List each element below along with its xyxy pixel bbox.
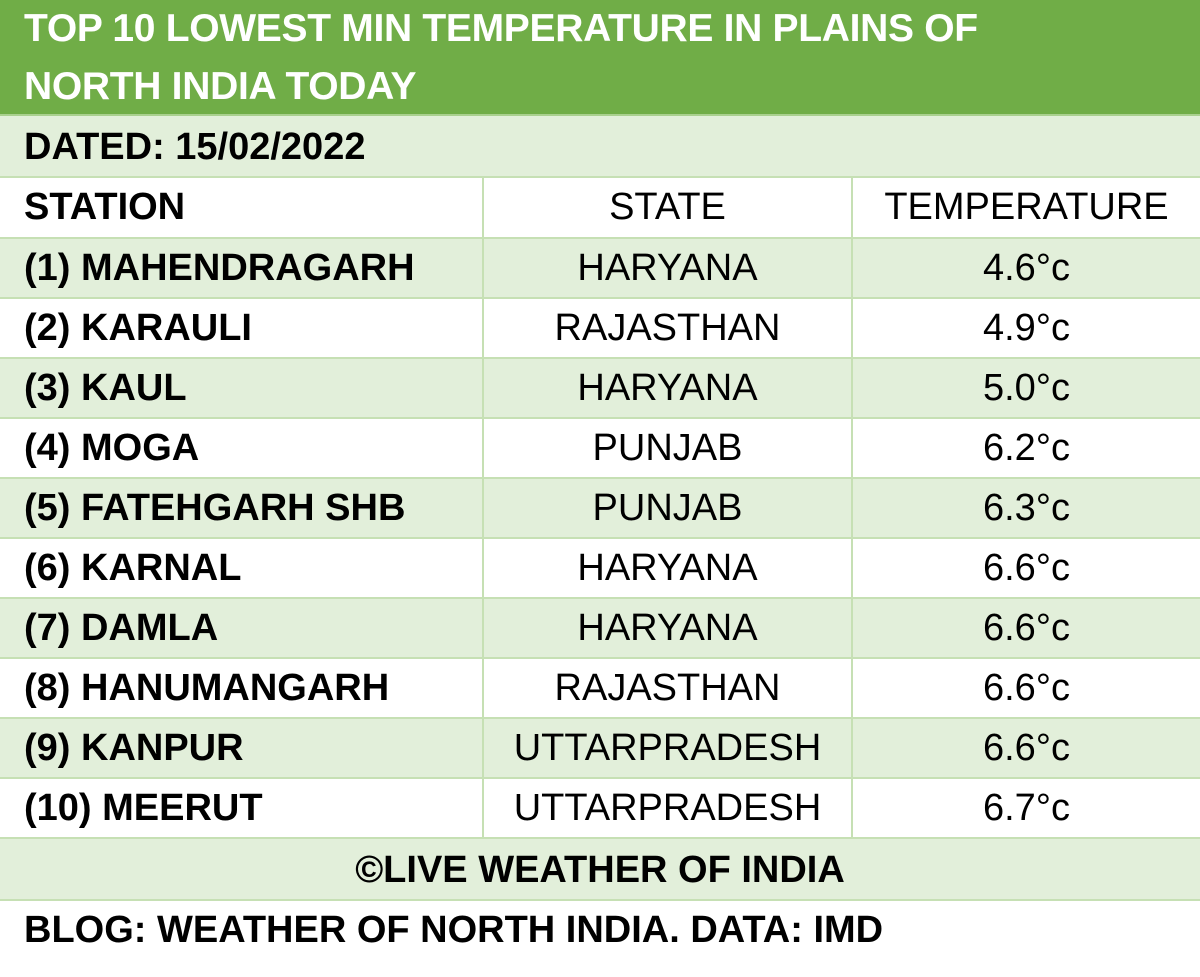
table-row: (4) MOGA PUNJAB 6.2°c	[0, 418, 1200, 479]
title-line-1: TOP 10 LOWEST MIN TEMPERATURE IN PLAINS …	[24, 7, 978, 50]
table-header-row: STATION STATE TEMPERATURE	[0, 178, 1200, 239]
state-cell: HARYANA	[483, 238, 853, 299]
station-cell: (10) MEERUT	[0, 778, 484, 839]
temperature-cell: 4.9°c	[852, 298, 1200, 359]
temperature-cell: 6.6°c	[852, 598, 1200, 659]
station-cell: (5) FATEHGARH SHB	[0, 478, 484, 539]
state-cell: RAJASTHAN	[483, 298, 853, 359]
temperature-cell: 5.0°c	[852, 358, 1200, 419]
table-row: (3) KAUL HARYANA 5.0°c	[0, 358, 1200, 419]
title-line-2: NORTH INDIA TODAY	[24, 65, 417, 108]
table-row: (6) KARNAL HARYANA 6.6°c	[0, 538, 1200, 599]
station-cell: (8) HANUMANGARH	[0, 658, 484, 719]
temperature-cell: 4.6°c	[852, 238, 1200, 299]
table-row: (8) HANUMANGARH RAJASTHAN 6.6°c	[0, 658, 1200, 719]
temperature-cell: 6.3°c	[852, 478, 1200, 539]
station-cell: (9) KANPUR	[0, 718, 484, 779]
credit-line: ©LIVE WEATHER OF INDIA	[0, 839, 1200, 901]
state-cell: HARYANA	[483, 358, 853, 419]
state-cell: RAJASTHAN	[483, 658, 853, 719]
state-cell: UTTARPRADESH	[483, 718, 853, 779]
state-cell: HARYANA	[483, 538, 853, 599]
table-row: (5) FATEHGARH SHB PUNJAB 6.3°c	[0, 478, 1200, 539]
sheet-title: TOP 10 LOWEST MIN TEMPERATURE IN PLAINS …	[0, 0, 1200, 116]
dated-label: DATED: 15/02/2022	[0, 116, 1200, 178]
table-row: (10) MEERUT UTTARPRADESH 6.7°c	[0, 778, 1200, 839]
temperature-cell: 6.6°c	[852, 658, 1200, 719]
table-row: (7) DAMLA HARYANA 6.6°c	[0, 598, 1200, 659]
station-cell: (1) MAHENDRAGARH	[0, 238, 484, 299]
header-state: STATE	[483, 178, 853, 239]
header-station: STATION	[0, 178, 484, 239]
state-cell: PUNJAB	[483, 478, 853, 539]
temperature-table: STATION STATE TEMPERATURE (1) MAHENDRAGA…	[0, 178, 1200, 839]
state-cell: UTTARPRADESH	[483, 778, 853, 839]
table-row: (9) KANPUR UTTARPRADESH 6.6°c	[0, 718, 1200, 779]
temperature-cell: 6.6°c	[852, 538, 1200, 599]
station-cell: (6) KARNAL	[0, 538, 484, 599]
state-cell: PUNJAB	[483, 418, 853, 479]
blog-source-line: BLOG: WEATHER OF NORTH INDIA. DATA: IMD	[0, 901, 1200, 959]
table-row: (2) KARAULI RAJASTHAN 4.9°c	[0, 298, 1200, 359]
station-cell: (2) KARAULI	[0, 298, 484, 359]
station-cell: (4) MOGA	[0, 418, 484, 479]
temperature-cell: 6.6°c	[852, 718, 1200, 779]
header-temperature: TEMPERATURE	[852, 178, 1200, 239]
table-row: (1) MAHENDRAGARH HARYANA 4.6°c	[0, 238, 1200, 299]
station-cell: (3) KAUL	[0, 358, 484, 419]
temperature-cell: 6.2°c	[852, 418, 1200, 479]
state-cell: HARYANA	[483, 598, 853, 659]
temperature-cell: 6.7°c	[852, 778, 1200, 839]
station-cell: (7) DAMLA	[0, 598, 484, 659]
